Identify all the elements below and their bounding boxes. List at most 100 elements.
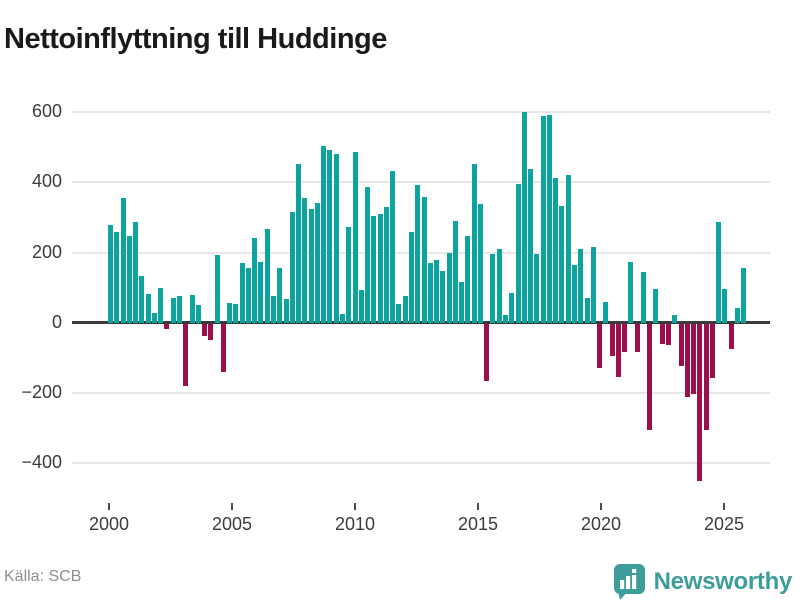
- bar-2021K4: [653, 289, 659, 323]
- bar-2024K1: [709, 324, 715, 378]
- bar-2010K3: [371, 215, 377, 323]
- bar-2009K3: [346, 226, 352, 323]
- bar-2003K3: [195, 305, 201, 323]
- bar-2021K3: [647, 324, 653, 431]
- bar-2015K1: [484, 324, 490, 382]
- bar-2013K4: [452, 221, 458, 323]
- bar-2003K2: [189, 294, 195, 323]
- bar-2000K3: [120, 198, 126, 323]
- bar-2015K3: [496, 249, 502, 323]
- bar-2001K2: [139, 275, 145, 323]
- bar-2012K1: [408, 232, 414, 323]
- bar-2021K1: [634, 324, 640, 353]
- gridline: [72, 462, 770, 465]
- bar-2024K2: [716, 221, 722, 323]
- bar-2009K2: [339, 313, 345, 323]
- gridline: [72, 391, 770, 394]
- bar-2020K3: [622, 324, 628, 352]
- bar-2004K1: [208, 324, 214, 341]
- bar-2014K3: [471, 163, 477, 323]
- bar-2011K4: [402, 296, 408, 323]
- bar-2018K4: [578, 248, 584, 323]
- bar-2005K3: [245, 268, 251, 323]
- bar-2024K4: [728, 324, 734, 349]
- bar-2022K2: [666, 324, 672, 346]
- x-axis-tick: [231, 503, 233, 510]
- bar-2011K3: [396, 304, 402, 323]
- bar-2025K2: [741, 268, 747, 323]
- bar-2007K1: [283, 298, 289, 323]
- bar-2023K3: [697, 324, 703, 481]
- bar-2020K2: [615, 324, 621, 377]
- bar-2006K4: [277, 268, 283, 323]
- x-axis-label: 2015: [457, 514, 499, 534]
- bar-2019K1: [584, 298, 590, 323]
- bar-2011K1: [383, 206, 389, 323]
- y-axis-label: −400: [21, 452, 62, 473]
- y-axis-label: 200: [31, 241, 62, 262]
- x-axis-tick: [354, 503, 356, 510]
- bar-2014K1: [459, 282, 465, 323]
- bar-2013K3: [446, 252, 452, 323]
- bar-2020K1: [609, 324, 615, 357]
- bar-2010K2: [365, 186, 371, 323]
- x-axis-label: 2005: [211, 514, 253, 534]
- bar-2006K2: [264, 228, 270, 323]
- gridline: [72, 181, 770, 184]
- page-title: Nettoinflyttning till Huddinge: [4, 23, 387, 56]
- bar-2023K4: [703, 324, 709, 431]
- x-axis-label: 2000: [88, 514, 130, 534]
- bar-2018K1: [559, 205, 565, 323]
- bar-2018K2: [565, 175, 571, 323]
- bar-2014K2: [465, 236, 471, 323]
- bar-2014K4: [477, 204, 483, 323]
- bar-2017K1: [534, 253, 540, 323]
- bar-2004K2: [214, 254, 220, 323]
- bar-2006K3: [271, 296, 277, 323]
- bar-2008K4: [327, 149, 333, 323]
- newsworthy-wordmark: Newsworthy: [653, 567, 793, 595]
- bar-2004K3: [220, 324, 226, 372]
- bar-2002K2: [164, 324, 170, 330]
- bar-2015K2: [490, 253, 496, 323]
- x-axis-tick: [477, 503, 479, 510]
- bar-2019K2: [590, 247, 596, 323]
- y-axis-label: −200: [21, 381, 62, 402]
- gridline: [72, 251, 770, 254]
- bar-2002K3: [170, 298, 176, 323]
- bar-2002K4: [176, 295, 182, 323]
- bar-2005K1: [233, 304, 239, 323]
- bar-2018K3: [571, 264, 577, 323]
- bar-2000K4: [126, 235, 132, 323]
- bar-2002K1: [158, 288, 164, 323]
- bar-2005K2: [239, 263, 245, 323]
- bar-2022K3: [672, 315, 678, 323]
- bar-2012K3: [421, 197, 427, 323]
- bar-2015K4: [503, 315, 508, 323]
- y-axis-label: 0: [51, 311, 62, 332]
- bar-2023K1: [684, 324, 690, 397]
- bar-2009K1: [333, 154, 339, 323]
- bar-2010K4: [377, 213, 383, 323]
- x-axis-tick: [723, 503, 725, 510]
- bar-2016K3: [521, 111, 527, 323]
- bar-2022K1: [659, 324, 665, 344]
- bar-2006K1: [258, 261, 264, 323]
- bar-2000K2: [114, 231, 120, 323]
- bar-2017K4: [553, 178, 559, 323]
- bar-2001K3: [145, 293, 151, 323]
- bar-2025K1: [735, 307, 740, 323]
- x-axis-label: 2025: [703, 514, 745, 534]
- bar-2007K2: [289, 212, 295, 323]
- y-axis-label: 600: [31, 101, 62, 122]
- bar-2016K4: [528, 169, 534, 323]
- x-axis-label: 2010: [334, 514, 376, 534]
- bar-2017K2: [540, 115, 546, 323]
- bar-2011K2: [390, 171, 396, 323]
- bar-2008K3: [321, 145, 327, 323]
- bar-2012K2: [415, 185, 421, 323]
- bar-2004K4: [227, 303, 233, 323]
- bar-2007K3: [296, 163, 302, 323]
- zero-axis-line: [72, 321, 770, 325]
